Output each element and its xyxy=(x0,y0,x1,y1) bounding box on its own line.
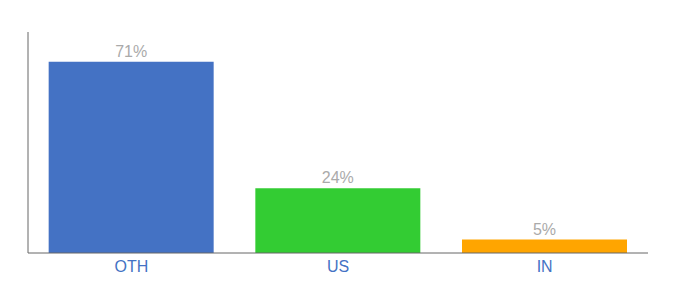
svg-text:US: US xyxy=(327,258,349,275)
svg-text:71%: 71% xyxy=(115,43,147,60)
svg-text:IN: IN xyxy=(537,258,553,275)
svg-text:OTH: OTH xyxy=(114,258,148,275)
svg-text:24%: 24% xyxy=(322,169,354,186)
svg-text:5%: 5% xyxy=(533,221,556,238)
